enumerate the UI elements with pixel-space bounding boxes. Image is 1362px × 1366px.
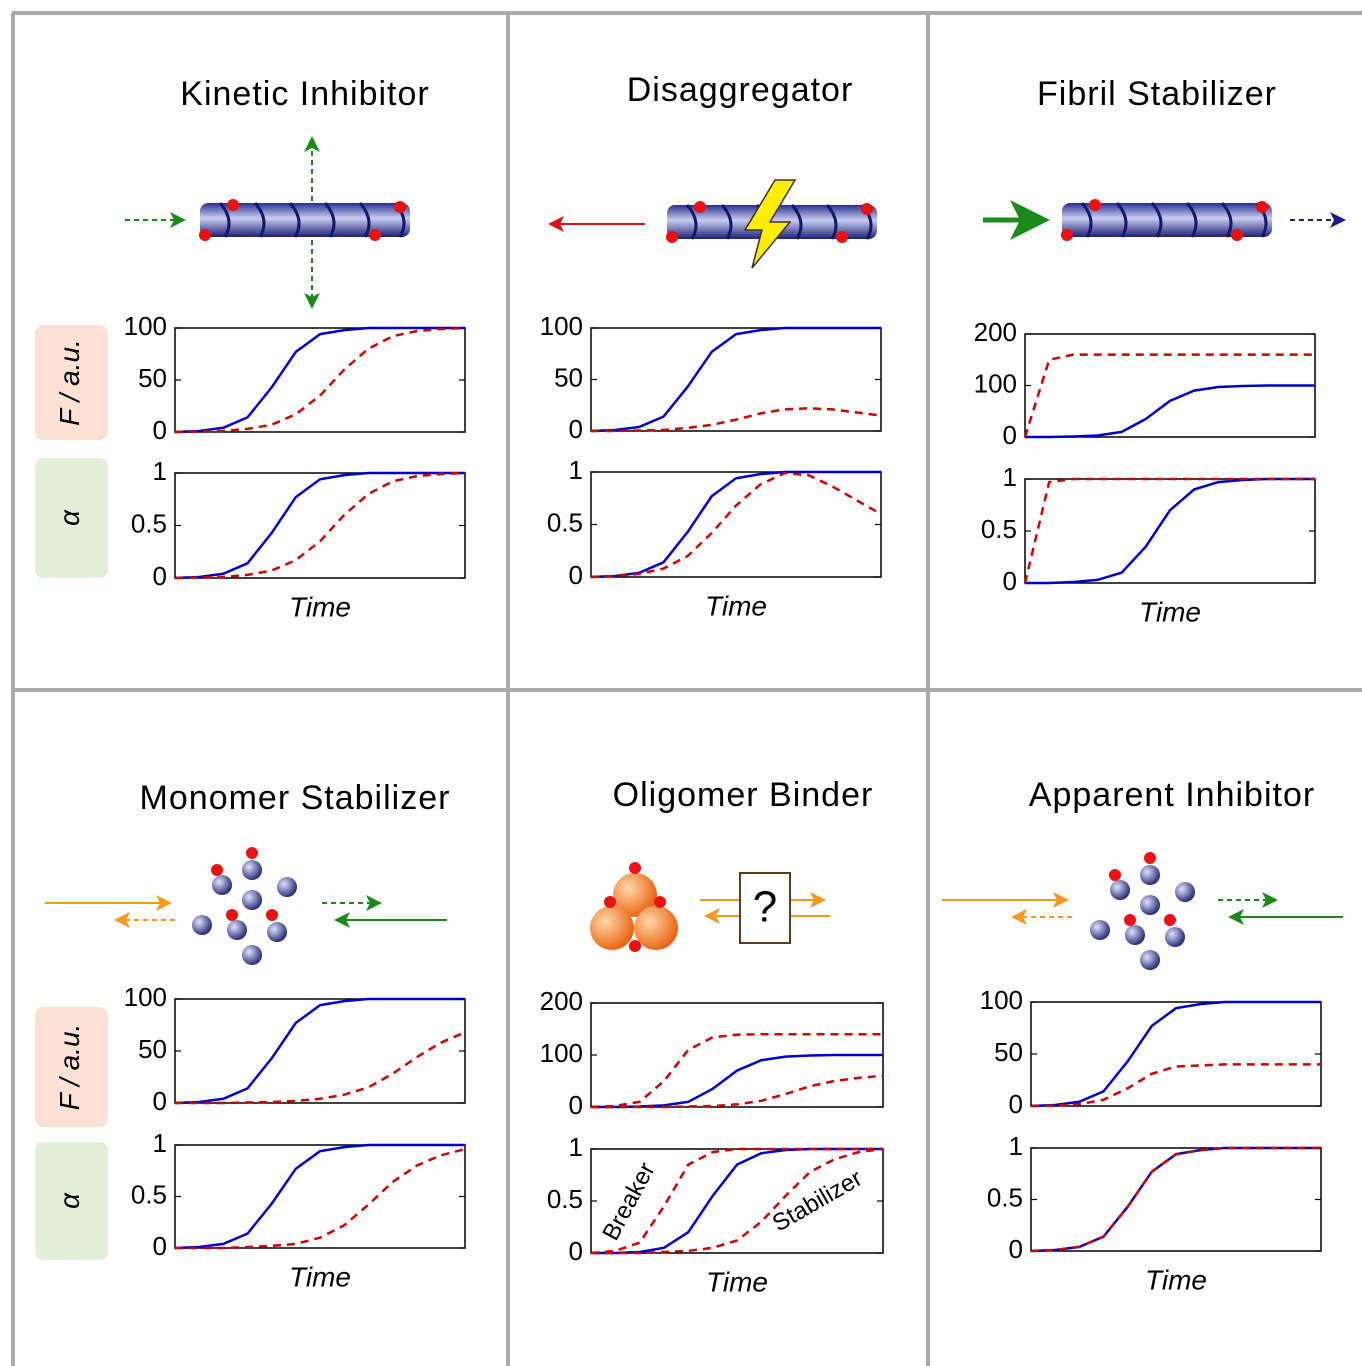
panel-title: Monomer Stabilizer <box>140 779 451 817</box>
y-tick-label: 0 <box>569 1090 583 1120</box>
y-tick-label: 0.5 <box>981 514 1017 544</box>
y-axis-label: F / a.u. <box>54 339 85 426</box>
y-tick-label: 0.5 <box>547 1184 583 1214</box>
plot-frame <box>175 1145 465 1248</box>
y-tick-label: 0 <box>569 1236 583 1266</box>
panel-title: Oligomer Binder <box>613 776 874 814</box>
y-tick-label: 200 <box>974 317 1017 347</box>
x-axis-label: Time <box>706 1266 768 1297</box>
y-tick-label: 100 <box>124 982 167 1012</box>
y-tick-label: 0.5 <box>547 507 583 537</box>
y-tick-label: 1 <box>1003 462 1017 492</box>
y-tick-label: 0 <box>153 1086 167 1116</box>
panel-title: Disaggregator <box>627 71 854 109</box>
y-tick-label: 0 <box>153 415 167 445</box>
y-tick-label: 1 <box>153 456 167 486</box>
plot-frame <box>175 328 465 432</box>
x-axis-label: Time <box>1139 596 1201 627</box>
plot-frame <box>175 473 465 578</box>
plot-frame <box>175 999 465 1103</box>
panel-title: Kinetic Inhibitor <box>180 75 429 113</box>
x-axis-label: Time <box>705 590 767 621</box>
y-tick-label: 1 <box>569 455 583 485</box>
panel-title: Fibril Stabilizer <box>1037 75 1277 113</box>
y-tick-label: 0.5 <box>987 1182 1023 1212</box>
y-tick-label: 50 <box>554 362 583 392</box>
x-axis-label: Time <box>1145 1264 1207 1295</box>
y-tick-label: 100 <box>974 368 1017 398</box>
panel-title: Apparent Inhibitor <box>1029 776 1315 814</box>
y-tick-label: 1 <box>569 1132 583 1162</box>
y-tick-label: 50 <box>138 363 167 393</box>
x-axis-label: Time <box>289 1261 351 1292</box>
y-tick-label: 1 <box>153 1128 167 1158</box>
y-tick-label: 0 <box>153 1231 167 1261</box>
plot-frame <box>1031 1002 1321 1106</box>
y-axis-label: F / a.u. <box>54 1024 85 1111</box>
y-tick-label: 200 <box>540 986 583 1016</box>
x-axis-label: Time <box>289 591 351 622</box>
svg-text:?: ? <box>753 883 777 932</box>
y-tick-label: 100 <box>540 311 583 341</box>
y-axis-label: α <box>54 509 85 526</box>
y-tick-label: 0 <box>569 414 583 444</box>
figure: ? Kinetic InhibitorF / a.u.050100α00.51T… <box>0 0 1362 1366</box>
plot-frame <box>591 472 881 577</box>
y-tick-label: 0 <box>153 561 167 591</box>
y-tick-label: 0 <box>569 560 583 590</box>
y-tick-label: 100 <box>980 985 1023 1015</box>
y-tick-label: 1 <box>1009 1131 1023 1161</box>
y-tick-label: 100 <box>124 311 167 341</box>
y-axis-label: α <box>54 1192 85 1209</box>
y-tick-label: 0 <box>1009 1089 1023 1119</box>
y-tick-label: 50 <box>138 1034 167 1064</box>
y-tick-label: 0 <box>1003 566 1017 596</box>
plot-frame <box>1031 1148 1321 1251</box>
plot-frame <box>1025 479 1315 583</box>
y-tick-label: 0.5 <box>131 508 167 538</box>
y-tick-label: 100 <box>540 1038 583 1068</box>
plot-frame <box>591 328 881 431</box>
y-tick-label: 0.5 <box>131 1179 167 1209</box>
y-tick-label: 0 <box>1003 420 1017 450</box>
y-tick-label: 0 <box>1009 1234 1023 1264</box>
y-tick-label: 50 <box>994 1037 1023 1067</box>
